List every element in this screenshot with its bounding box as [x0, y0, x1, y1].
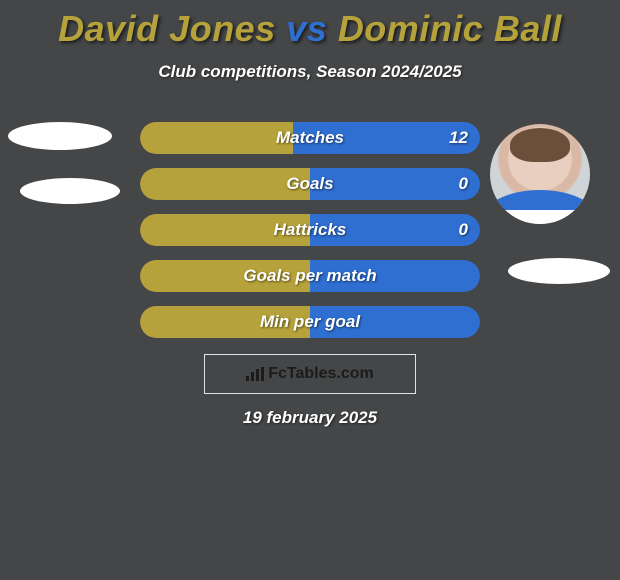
stat-row: Min per goal: [140, 306, 480, 338]
stat-bar-left: [140, 214, 310, 246]
stat-bar-right: [310, 168, 480, 200]
player1-placeholder-oval: [8, 122, 112, 150]
title-vs: vs: [286, 8, 327, 49]
stat-row: Matches12: [140, 122, 480, 154]
watermark-text: FcTables.com: [268, 365, 374, 383]
stat-bar-left: [140, 122, 293, 154]
comparison-infographic: David Jones vs Dominic Ball Club competi…: [0, 0, 620, 580]
stat-bars: Matches12 Goals0 Hattricks0 Goals per match…: [140, 122, 480, 352]
stat-value-right: 12: [449, 122, 468, 154]
subtitle: Club competitions, Season 2024/2025: [0, 62, 620, 82]
stat-value-right: 0: [459, 168, 468, 200]
stat-bar-right: [310, 260, 480, 292]
stat-value-right: 0: [459, 214, 468, 246]
stat-bar-left: [140, 260, 310, 292]
avatar-hair: [510, 128, 570, 162]
player1-placeholder-oval: [20, 178, 120, 204]
stat-row: Goals per match: [140, 260, 480, 292]
avatar-collar: [490, 190, 590, 224]
date: 19 february 2025: [0, 408, 620, 428]
watermark: FcTables.com: [204, 354, 416, 394]
stat-bar-right: [310, 306, 480, 338]
bar-chart-icon: [246, 367, 264, 381]
player2-placeholder-oval: [508, 258, 610, 284]
title-player2: Dominic Ball: [338, 8, 562, 49]
title-player1: David Jones: [58, 8, 276, 49]
player2-avatar: [490, 124, 590, 224]
page-title: David Jones vs Dominic Ball: [0, 8, 620, 50]
stat-bar-left: [140, 168, 310, 200]
stat-row: Hattricks0: [140, 214, 480, 246]
stat-bar-right: [310, 214, 480, 246]
stat-row: Goals0: [140, 168, 480, 200]
stat-bar-left: [140, 306, 310, 338]
